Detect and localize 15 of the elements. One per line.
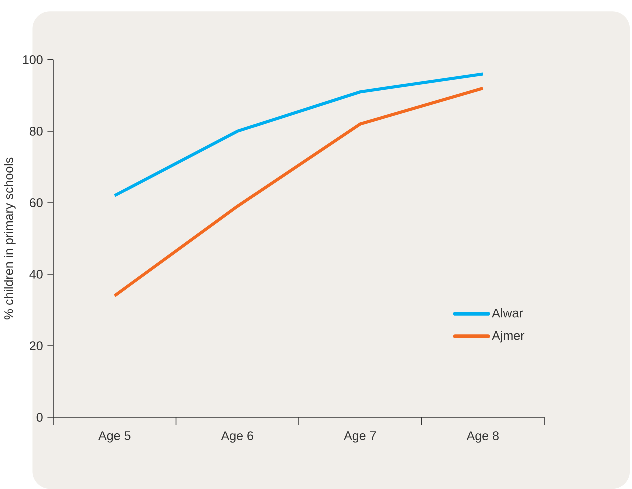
y-tick-label: 100	[23, 55, 43, 64]
x-tick-label: Age 6	[221, 432, 254, 443]
x-tick-label: Age 5	[98, 432, 131, 443]
y-tick-label: 60	[30, 198, 43, 208]
legend-label: Ajmer	[492, 330, 525, 343]
y-tick-label: 40	[30, 270, 43, 279]
x-tick-label: Age 7	[344, 432, 376, 443]
y-axis-title: % children in primary schools	[4, 158, 16, 320]
legend-label: Alwar	[492, 308, 524, 318]
y-tick-label: 0	[36, 413, 43, 422]
y-tick-label: 20	[30, 342, 43, 350]
line-series	[113, 86, 485, 298]
line-series	[113, 72, 485, 198]
x-tick-label: Age 8	[466, 432, 499, 443]
y-tick-label: 80	[30, 126, 43, 136]
